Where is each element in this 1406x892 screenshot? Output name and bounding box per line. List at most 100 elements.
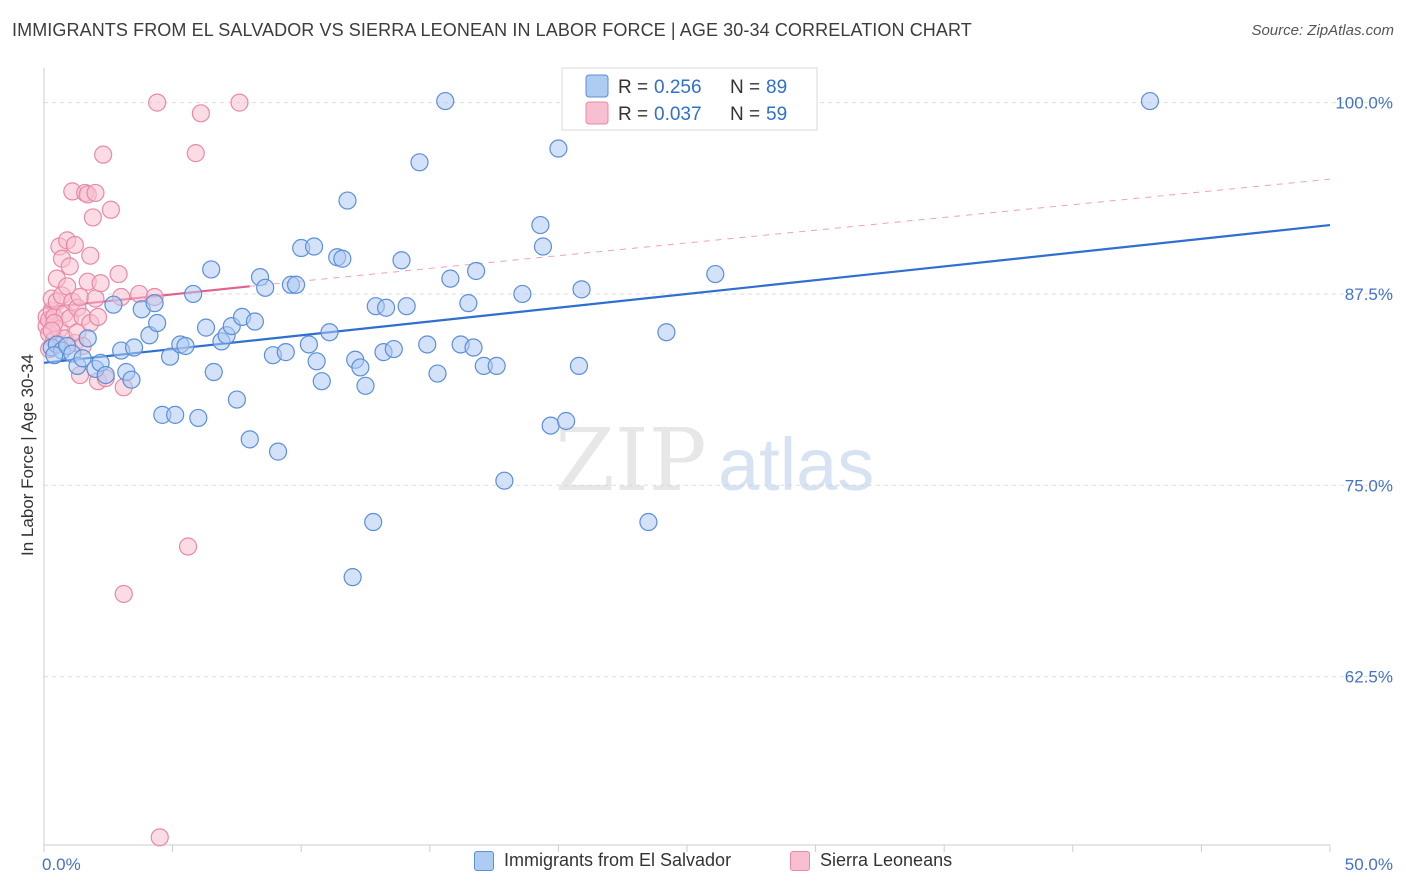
sierra-leonean-trend-extension xyxy=(249,178,1331,287)
legend-r-value-2: 0.037 xyxy=(654,104,702,125)
el-salvador-point xyxy=(333,249,352,268)
el-salvador-point xyxy=(189,408,208,428)
watermark-zip: ZIP xyxy=(555,411,707,511)
sierra-leonean-point xyxy=(109,264,128,284)
legend-swatch-blue xyxy=(585,74,609,98)
legend-swatch-sierra-leoneans xyxy=(790,850,810,871)
tick-labels: 62.5% 75.0% 87.5% 100.0% 0.0% 50.0% xyxy=(42,94,1393,874)
el-salvador-point xyxy=(569,356,589,375)
el-salvador-point xyxy=(549,139,568,158)
legend-item-sierra-leoneans: Sierra Leoneans xyxy=(790,850,952,871)
grid-lines xyxy=(44,102,1395,678)
legend-n-value-2: 59 xyxy=(766,104,787,125)
sierra-leonean-point xyxy=(65,235,84,255)
el-salvador-point xyxy=(533,237,553,256)
legend-n-value-1: 89 xyxy=(766,77,787,98)
el-salvador-point xyxy=(122,370,141,389)
legend-label-el-salvador: Immigrants from El Salvador xyxy=(504,850,732,870)
sierra-leonean-point xyxy=(130,284,149,304)
y-tick-label: 75.0% xyxy=(1345,476,1393,495)
sierra-leonean-point xyxy=(60,257,79,276)
el-salvador-point xyxy=(45,346,64,365)
y-tick-label: 100.0% xyxy=(1335,94,1393,113)
el-salvador-point xyxy=(557,411,576,431)
el-salvador-point xyxy=(304,237,324,256)
axes xyxy=(43,68,1331,852)
el-salvador-point xyxy=(196,318,216,337)
legend-n-label-2: N = xyxy=(730,104,760,125)
sierra-leonean-point xyxy=(88,307,108,327)
sierra-leonean-point xyxy=(101,200,120,219)
data-points xyxy=(37,91,1160,847)
x-tick-label: 50.0% xyxy=(1345,855,1393,874)
el-salvador-point xyxy=(78,329,97,348)
el-salvador-point xyxy=(418,335,437,354)
el-salvador-point xyxy=(240,430,259,449)
sierra-leonean-point xyxy=(186,144,205,163)
el-salvador-point xyxy=(513,284,532,304)
sierra-leonean-point xyxy=(86,289,105,308)
el-salvador-point xyxy=(96,365,115,385)
el-salvador-point xyxy=(124,338,144,357)
legend-swatch-el-salvador xyxy=(474,850,494,871)
sierra-leonean-point xyxy=(178,537,198,556)
el-salvador-point xyxy=(464,338,483,357)
sierra-leonean-point xyxy=(91,274,110,293)
el-salvador-point xyxy=(148,313,167,333)
el-salvador-point xyxy=(356,376,375,395)
el-salvador-point xyxy=(436,91,455,111)
sierra-leonean-point xyxy=(148,93,167,112)
el-salvador-point xyxy=(204,362,223,382)
el-salvador-point xyxy=(104,295,123,314)
el-salvador-point xyxy=(657,323,676,342)
el-salvador-point xyxy=(286,275,306,294)
sierra-leonean-point xyxy=(83,208,102,227)
trend-lines xyxy=(43,178,1331,364)
sierra-leonean-point xyxy=(230,93,249,112)
el-salvador-point xyxy=(73,349,92,368)
y-tick-label: 87.5% xyxy=(1345,285,1393,304)
sierra-leonean-point xyxy=(191,104,210,123)
el-salvador-point xyxy=(184,284,203,304)
el-salvador-point xyxy=(227,390,246,409)
sierra-leonean-point xyxy=(114,584,133,604)
el-salvador-point xyxy=(312,372,331,391)
el-salvador-point xyxy=(343,568,362,587)
el-salvador-point xyxy=(176,336,195,356)
el-salvador-point xyxy=(495,471,514,490)
el-salvador-point xyxy=(364,512,383,532)
el-salvador-point xyxy=(541,416,560,435)
legend-label-sierra-leoneans: Sierra Leoneans xyxy=(820,850,953,870)
el-salvador-point xyxy=(441,269,460,288)
el-salvador-point xyxy=(466,261,486,281)
el-salvador-point xyxy=(428,364,447,383)
series-legend: Immigrants from El Salvador Sierra Leone… xyxy=(0,850,1406,880)
el-salvador-point xyxy=(706,264,725,284)
y-tick-label: 62.5% xyxy=(1345,668,1393,687)
chart-source: Source: ZipAtlas.com xyxy=(1251,22,1394,39)
el-salvador-point xyxy=(392,251,411,270)
el-salvador-point xyxy=(531,215,550,235)
el-salvador-point xyxy=(320,323,339,342)
el-salvador-point xyxy=(268,442,288,461)
el-salvador-point xyxy=(487,356,506,375)
legend-r-label-2: R = xyxy=(618,104,648,125)
el-salvador-point xyxy=(639,512,658,532)
el-salvador-point xyxy=(245,312,265,331)
el-salvador-point xyxy=(572,280,591,299)
el-salvador-point xyxy=(459,294,478,313)
el-salvador-point xyxy=(145,294,164,313)
el-salvador-point xyxy=(299,335,319,354)
legend-box: R = 0.256 N = 89 R = 0.037 N = 59 xyxy=(561,67,818,131)
el-salvador-point xyxy=(160,347,180,366)
sierra-leonean-point xyxy=(94,145,113,164)
legend-r-value-1: 0.256 xyxy=(654,77,702,98)
el-salvador-point xyxy=(166,405,185,424)
chart-title: IMMIGRANTS FROM EL SALVADOR VS SIERRA LE… xyxy=(12,20,972,40)
legend-swatch-pink xyxy=(585,101,609,125)
el-salvador-point xyxy=(276,343,295,362)
legend-item-el-salvador: Immigrants from El Salvador xyxy=(474,850,731,871)
el-salvador-point xyxy=(338,191,357,210)
legend-r-label-1: R = xyxy=(618,77,648,98)
